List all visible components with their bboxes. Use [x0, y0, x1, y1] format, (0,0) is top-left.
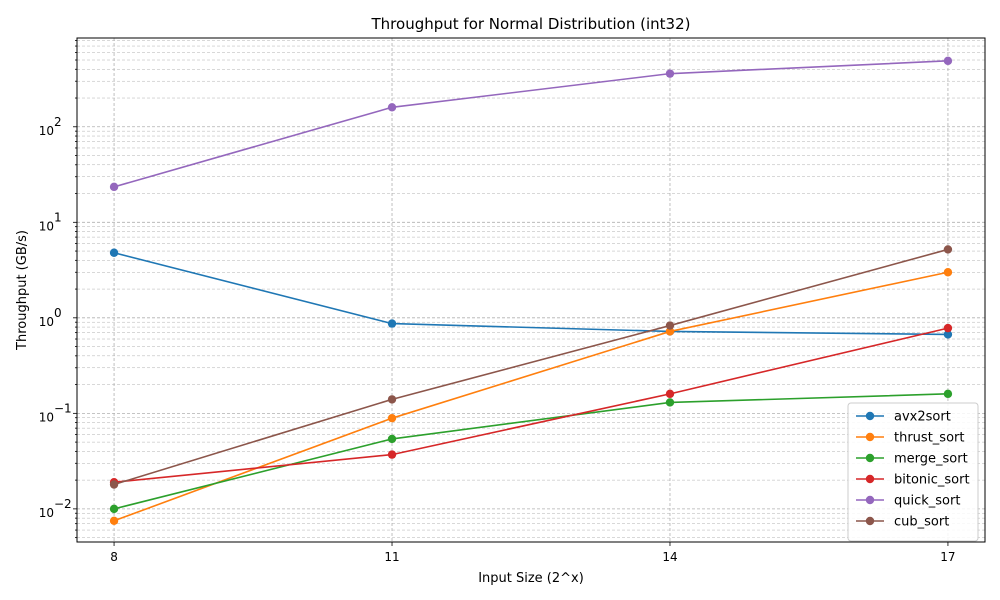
legend-label: avx2sort	[894, 410, 951, 425]
legend-item-merge_sort: merge_sort	[856, 452, 968, 467]
series-line-thrust_sort	[113, 271, 949, 522]
y-tick-label: 101	[39, 210, 62, 233]
legend-label: merge_sort	[894, 452, 968, 467]
data-point-cub_sort	[943, 245, 953, 254]
series-bitonic_sort	[109, 323, 953, 487]
chart-title: Throughput for Normal Distribution (int3…	[371, 15, 691, 33]
series-line-bitonic_sort	[113, 327, 949, 484]
series-merge_sort	[109, 389, 953, 514]
y-tick-exponent: 1	[54, 210, 62, 224]
legend-item-cub_sort: cub_sort	[856, 515, 949, 530]
y-tick-exponent: −2	[54, 497, 72, 511]
data-point-avx2sort	[943, 330, 953, 339]
y-axis-title: Throughput (GB/s)	[15, 230, 30, 351]
data-point-merge_sort	[943, 389, 953, 399]
y-tick-exponent: −1	[54, 401, 72, 415]
series-quick_sort	[109, 56, 953, 192]
data-point-thrust_sort	[109, 516, 119, 526]
x-tick-label: 11	[384, 550, 399, 564]
data-point-cub_sort	[109, 480, 119, 489]
y-tick-base: 10	[39, 219, 54, 233]
data-point-quick_sort	[943, 56, 953, 66]
series-layer	[109, 56, 953, 526]
series-cub_sort	[109, 245, 953, 489]
data-point-merge_sort	[109, 504, 119, 514]
legend-item-thrust_sort: thrust_sort	[856, 431, 964, 446]
legend-swatch-marker	[865, 495, 875, 505]
series-avx2sort	[109, 248, 953, 339]
legend-swatch-marker	[865, 432, 875, 442]
legend-item-quick_sort: quick_sort	[856, 494, 960, 509]
x-axis: 8 11 14 17	[110, 542, 956, 564]
series-line-avx2sort	[113, 251, 948, 336]
legend-label: cub_sort	[894, 515, 949, 530]
legend-label: quick_sort	[894, 494, 960, 509]
y-tick-label: 102	[39, 115, 62, 138]
data-point-quick_sort	[665, 69, 675, 78]
legend-swatch-marker	[865, 474, 875, 484]
y-tick-base: 10	[39, 315, 54, 329]
y-tick-label: 100	[39, 306, 62, 329]
series-line-quick_sort	[113, 60, 948, 188]
x-tick-label: 14	[662, 550, 677, 564]
series-line-merge_sort	[113, 393, 948, 510]
legend-label: thrust_sort	[894, 431, 964, 446]
data-point-thrust_sort	[387, 413, 397, 423]
legend-swatch-marker	[865, 411, 875, 421]
y-tick-label: 10−1	[39, 401, 72, 424]
legend-item-bitonic_sort: bitonic_sort	[856, 473, 970, 488]
y-tick-base: 10	[39, 506, 54, 520]
data-point-quick_sort	[109, 182, 119, 192]
legend: avx2sort thrust_sort merge_sort bitonic_sor…	[847, 402, 979, 542]
legend-swatch-marker	[865, 453, 875, 463]
data-point-cub_sort	[387, 395, 397, 404]
data-point-bitonic_sort	[943, 323, 953, 333]
data-point-quick_sort	[387, 103, 397, 112]
x-axis-title: Input Size (2^x)	[478, 571, 584, 586]
data-point-bitonic_sort	[387, 450, 397, 459]
y-tick-exponent: 0	[54, 306, 62, 320]
data-point-cub_sort	[665, 321, 675, 330]
y-tick-label: 10−2	[39, 497, 72, 520]
y-tick-exponent: 2	[54, 115, 62, 129]
data-point-merge_sort	[665, 398, 675, 407]
x-tick-label: 8	[110, 550, 118, 564]
legend-swatch-marker	[865, 516, 875, 526]
data-point-thrust_sort	[943, 268, 953, 277]
y-tick-base: 10	[39, 410, 54, 424]
data-point-merge_sort	[387, 434, 397, 444]
data-point-avx2sort	[387, 319, 397, 328]
x-tick-label: 17	[940, 550, 955, 564]
data-point-avx2sort	[109, 248, 119, 257]
legend-label: bitonic_sort	[894, 473, 970, 488]
data-point-thrust_sort	[665, 327, 675, 336]
plot-area	[76, 37, 986, 543]
legend-item-avx2sort: avx2sort	[856, 410, 951, 425]
series-thrust_sort	[109, 268, 953, 526]
grid	[73, 38, 985, 542]
data-point-bitonic_sort	[665, 389, 675, 399]
series-line-cub_sort	[113, 248, 949, 486]
y-tick-base: 10	[39, 124, 54, 138]
